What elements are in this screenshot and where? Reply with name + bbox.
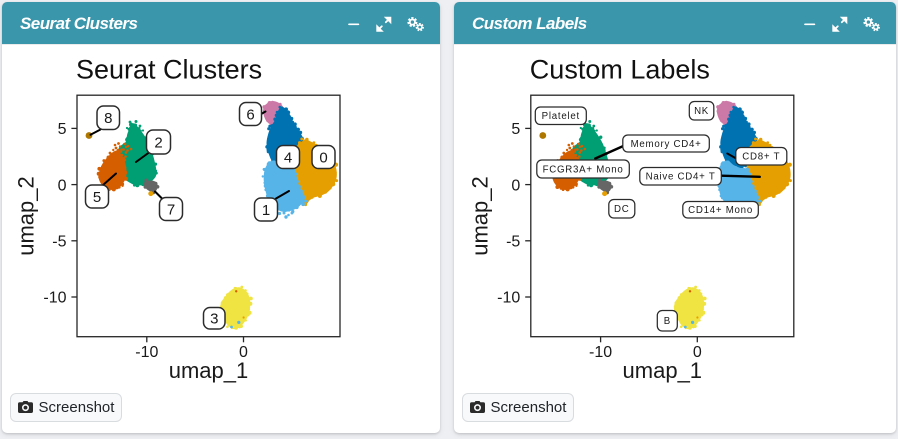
svg-text:7: 7: [167, 201, 175, 218]
svg-text:NK: NK: [694, 106, 709, 117]
svg-text:Custom Labels: Custom Labels: [530, 55, 710, 85]
svg-text:5: 5: [511, 121, 520, 138]
svg-text:umap_1: umap_1: [169, 358, 249, 383]
svg-text:5: 5: [93, 189, 101, 206]
svg-text:B: B: [664, 316, 671, 327]
svg-text:-5: -5: [52, 234, 66, 251]
svg-text:3: 3: [210, 311, 218, 328]
svg-text:DC: DC: [614, 204, 630, 215]
svg-text:CD14+ Mono: CD14+ Mono: [688, 205, 753, 216]
svg-text:-5: -5: [506, 234, 520, 251]
svg-text:FCGR3A+ Mono: FCGR3A+ Mono: [543, 165, 624, 176]
svg-text:CD8+ T: CD8+ T: [742, 152, 780, 163]
svg-text:2: 2: [154, 134, 162, 151]
svg-text:-10: -10: [43, 290, 66, 307]
svg-text:-10: -10: [589, 344, 612, 361]
svg-text:-10: -10: [135, 344, 158, 361]
svg-text:Memory CD4+: Memory CD4+: [631, 139, 702, 150]
svg-text:6: 6: [246, 106, 254, 123]
svg-text:Platelet: Platelet: [542, 111, 580, 122]
svg-text:0: 0: [319, 149, 327, 166]
svg-text:0: 0: [239, 344, 248, 361]
svg-text:umap_2: umap_2: [14, 176, 39, 256]
svg-text:-10: -10: [497, 290, 520, 307]
svg-text:0: 0: [58, 177, 67, 194]
svg-text:Seurat Clusters: Seurat Clusters: [76, 55, 262, 85]
svg-text:8: 8: [104, 110, 112, 127]
svg-text:Naive CD4+ T: Naive CD4+ T: [646, 172, 716, 183]
svg-text:0: 0: [511, 177, 520, 194]
svg-text:4: 4: [284, 149, 292, 166]
svg-text:umap_2: umap_2: [467, 176, 492, 256]
svg-text:1: 1: [262, 202, 270, 219]
svg-text:0: 0: [693, 344, 702, 361]
svg-text:umap_1: umap_1: [623, 358, 703, 383]
svg-text:5: 5: [58, 121, 67, 138]
